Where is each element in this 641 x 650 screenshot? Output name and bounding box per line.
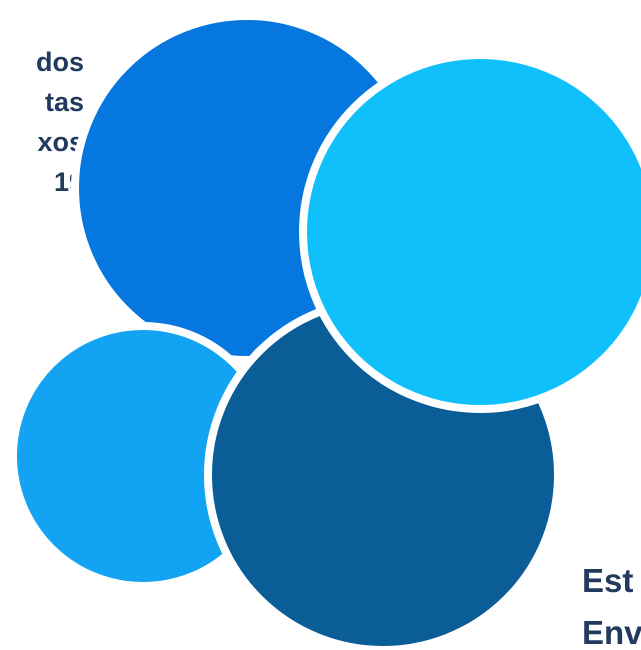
left-text-line-1: dos [35, 47, 84, 77]
circle-cyan [299, 51, 641, 413]
bottom-text-line-1: Est [582, 562, 634, 599]
bottom-text-block: Est Env [582, 555, 641, 650]
left-text-line-2: tas [44, 87, 84, 117]
bottom-text-line-2: Env [582, 614, 641, 650]
